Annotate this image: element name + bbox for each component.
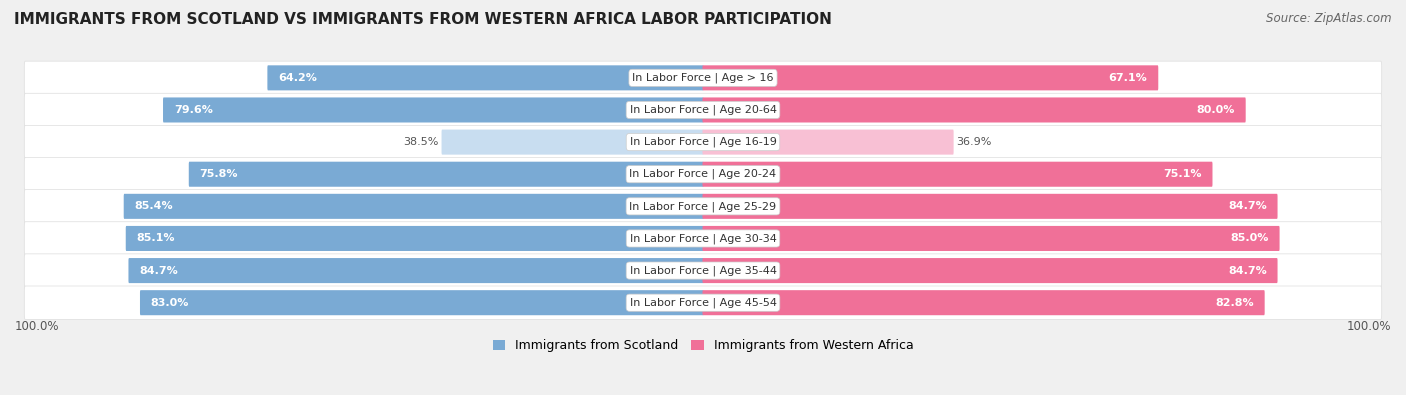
FancyBboxPatch shape [24,222,1382,255]
Text: 100.0%: 100.0% [15,320,59,333]
Text: 38.5%: 38.5% [404,137,439,147]
FancyBboxPatch shape [24,254,1382,287]
Text: In Labor Force | Age 30-34: In Labor Force | Age 30-34 [630,233,776,244]
FancyBboxPatch shape [125,226,703,251]
FancyBboxPatch shape [441,130,703,154]
Text: 75.1%: 75.1% [1163,169,1202,179]
FancyBboxPatch shape [703,65,1159,90]
Text: In Labor Force | Age > 16: In Labor Force | Age > 16 [633,73,773,83]
FancyBboxPatch shape [24,190,1382,223]
Text: 85.0%: 85.0% [1230,233,1268,243]
FancyBboxPatch shape [703,162,1212,187]
FancyBboxPatch shape [267,65,703,90]
FancyBboxPatch shape [24,158,1382,191]
Text: 64.2%: 64.2% [278,73,318,83]
Text: 79.6%: 79.6% [174,105,212,115]
Text: 84.7%: 84.7% [139,265,179,276]
Text: In Labor Force | Age 16-19: In Labor Force | Age 16-19 [630,137,776,147]
Text: IMMIGRANTS FROM SCOTLAND VS IMMIGRANTS FROM WESTERN AFRICA LABOR PARTICIPATION: IMMIGRANTS FROM SCOTLAND VS IMMIGRANTS F… [14,12,832,27]
Text: 100.0%: 100.0% [1347,320,1391,333]
Text: 83.0%: 83.0% [150,298,190,308]
Text: Source: ZipAtlas.com: Source: ZipAtlas.com [1267,12,1392,25]
Text: 36.9%: 36.9% [956,137,991,147]
Text: 85.1%: 85.1% [136,233,176,243]
Text: In Labor Force | Age 20-64: In Labor Force | Age 20-64 [630,105,776,115]
Text: In Labor Force | Age 35-44: In Labor Force | Age 35-44 [630,265,776,276]
FancyBboxPatch shape [163,98,703,122]
FancyBboxPatch shape [703,258,1278,283]
FancyBboxPatch shape [703,98,1246,122]
Text: 85.4%: 85.4% [135,201,173,211]
FancyBboxPatch shape [24,286,1382,320]
FancyBboxPatch shape [24,93,1382,127]
Text: In Labor Force | Age 20-24: In Labor Force | Age 20-24 [630,169,776,179]
Text: 75.8%: 75.8% [200,169,238,179]
Text: 67.1%: 67.1% [1109,73,1147,83]
FancyBboxPatch shape [24,125,1382,159]
Text: 82.8%: 82.8% [1215,298,1254,308]
Text: 84.7%: 84.7% [1227,201,1267,211]
FancyBboxPatch shape [188,162,703,187]
FancyBboxPatch shape [141,290,703,315]
FancyBboxPatch shape [703,290,1264,315]
FancyBboxPatch shape [128,258,703,283]
Text: In Labor Force | Age 45-54: In Labor Force | Age 45-54 [630,297,776,308]
Text: 84.7%: 84.7% [1227,265,1267,276]
FancyBboxPatch shape [24,61,1382,94]
Text: 80.0%: 80.0% [1197,105,1234,115]
FancyBboxPatch shape [703,130,953,154]
Text: In Labor Force | Age 25-29: In Labor Force | Age 25-29 [630,201,776,212]
Legend: Immigrants from Scotland, Immigrants from Western Africa: Immigrants from Scotland, Immigrants fro… [488,334,918,357]
FancyBboxPatch shape [124,194,703,219]
FancyBboxPatch shape [703,194,1278,219]
FancyBboxPatch shape [703,226,1279,251]
